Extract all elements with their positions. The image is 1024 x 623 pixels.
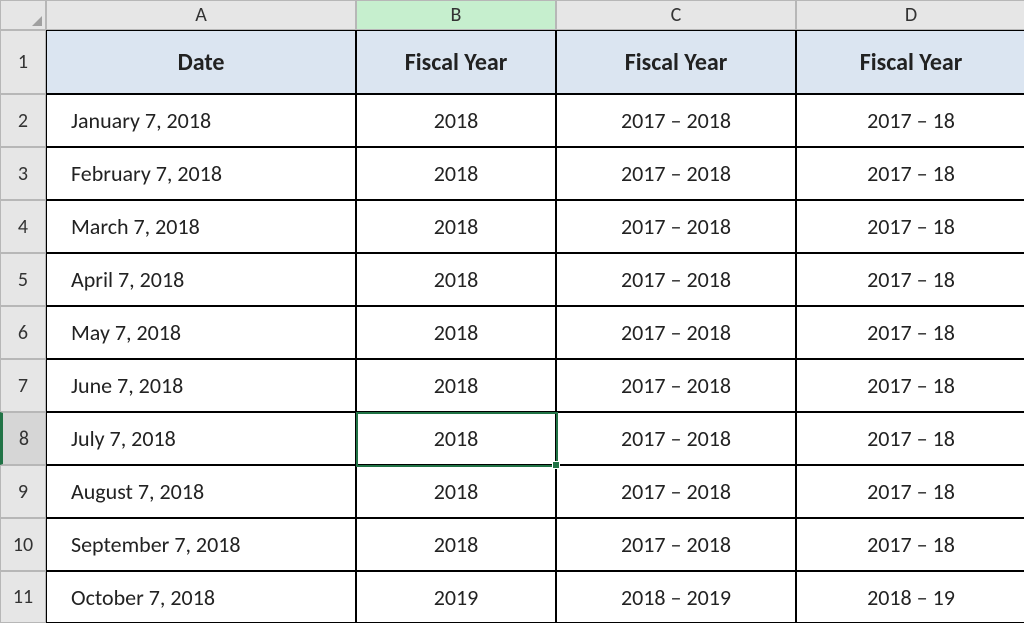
cell-D10[interactable]: 2017 – 18 (796, 518, 1024, 571)
cell-C8[interactable]: 2017 – 2018 (556, 412, 796, 465)
cell-A11[interactable]: October 7, 2018 (46, 571, 356, 623)
row-header-7[interactable]: 7 (0, 359, 46, 412)
cell-D7[interactable]: 2017 – 18 (796, 359, 1024, 412)
cell-B5[interactable]: 2018 (356, 253, 556, 306)
cell-D3[interactable]: 2017 – 18 (796, 147, 1024, 200)
cell-C9[interactable]: 2017 – 2018 (556, 465, 796, 518)
cell-A4[interactable]: March 7, 2018 (46, 200, 356, 253)
cell-D9[interactable]: 2017 – 18 (796, 465, 1024, 518)
cell-B10[interactable]: 2018 (356, 518, 556, 571)
cell-D5[interactable]: 2017 – 18 (796, 253, 1024, 306)
column-header-A[interactable]: A (46, 0, 356, 30)
cell-A9[interactable]: August 7, 2018 (46, 465, 356, 518)
fill-handle[interactable] (552, 461, 560, 469)
cell-D6[interactable]: 2017 – 18 (796, 306, 1024, 359)
table-header-cell[interactable]: Fiscal Year (556, 30, 796, 94)
table-header-cell[interactable]: Fiscal Year (356, 30, 556, 94)
cell-A3[interactable]: February 7, 2018 (46, 147, 356, 200)
row-header-5[interactable]: 5 (0, 253, 46, 306)
cell-B7[interactable]: 2018 (356, 359, 556, 412)
select-all-corner[interactable] (0, 0, 46, 30)
row-header-6[interactable]: 6 (0, 306, 46, 359)
row-header-10[interactable]: 10 (0, 518, 46, 571)
cell-B9[interactable]: 2018 (356, 465, 556, 518)
cell-A5[interactable]: April 7, 2018 (46, 253, 356, 306)
cell-D2[interactable]: 2017 – 18 (796, 94, 1024, 147)
cell-B2[interactable]: 2018 (356, 94, 556, 147)
cell-C11[interactable]: 2018 – 2019 (556, 571, 796, 623)
cell-B11[interactable]: 2019 (356, 571, 556, 623)
cell-C4[interactable]: 2017 – 2018 (556, 200, 796, 253)
table-header-cell[interactable]: Fiscal Year (796, 30, 1024, 94)
row-header-8[interactable]: 8 (0, 412, 46, 465)
cell-A2[interactable]: January 7, 2018 (46, 94, 356, 147)
cell-D8[interactable]: 2017 – 18 (796, 412, 1024, 465)
cell-B6[interactable]: 2018 (356, 306, 556, 359)
table-header-cell[interactable]: Date (46, 30, 356, 94)
row-header-11[interactable]: 11 (0, 571, 46, 623)
column-header-D[interactable]: D (796, 0, 1024, 30)
cell-A7[interactable]: June 7, 2018 (46, 359, 356, 412)
cell-B3[interactable]: 2018 (356, 147, 556, 200)
cell-C5[interactable]: 2017 – 2018 (556, 253, 796, 306)
cell-A10[interactable]: September 7, 2018 (46, 518, 356, 571)
row-header-3[interactable]: 3 (0, 147, 46, 200)
row-header-1[interactable]: 1 (0, 30, 46, 94)
cell-C6[interactable]: 2017 – 2018 (556, 306, 796, 359)
cell-C10[interactable]: 2017 – 2018 (556, 518, 796, 571)
cell-C7[interactable]: 2017 – 2018 (556, 359, 796, 412)
column-header-B[interactable]: B (356, 0, 556, 30)
cell-B4[interactable]: 2018 (356, 200, 556, 253)
row-header-4[interactable]: 4 (0, 200, 46, 253)
spreadsheet-grid[interactable]: ABCD1DateFiscal YearFiscal YearFiscal Ye… (0, 0, 1024, 623)
column-header-C[interactable]: C (556, 0, 796, 30)
cell-C3[interactable]: 2017 – 2018 (556, 147, 796, 200)
cell-C2[interactable]: 2017 – 2018 (556, 94, 796, 147)
cell-A8[interactable]: July 7, 2018 (46, 412, 356, 465)
cell-D11[interactable]: 2018 – 19 (796, 571, 1024, 623)
cell-B8[interactable]: 2018 (356, 412, 556, 465)
row-header-9[interactable]: 9 (0, 465, 46, 518)
row-header-2[interactable]: 2 (0, 94, 46, 147)
cell-A6[interactable]: May 7, 2018 (46, 306, 356, 359)
cell-D4[interactable]: 2017 – 18 (796, 200, 1024, 253)
